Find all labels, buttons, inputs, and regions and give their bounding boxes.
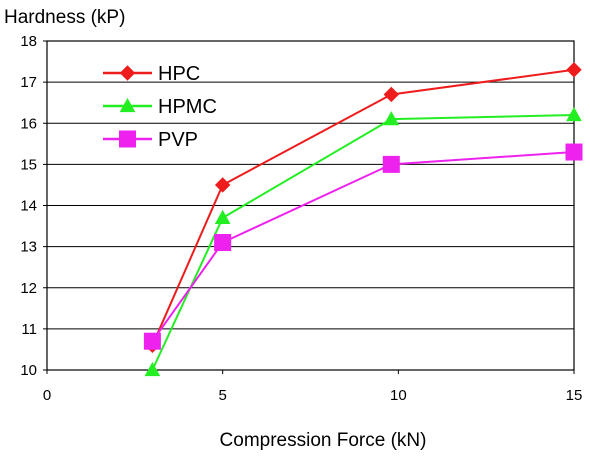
legend-label: HPMC bbox=[158, 96, 217, 118]
x-axis-ticks: 0 5 10 15 bbox=[43, 370, 583, 404]
legend-label: PVP bbox=[158, 129, 198, 151]
series-line bbox=[151, 151, 575, 342]
gridlines bbox=[47, 40, 574, 371]
legend-item-hpmc: HPMC bbox=[103, 96, 217, 118]
series-pvp bbox=[143, 143, 583, 350]
y-tick-label: 11 bbox=[21, 321, 37, 338]
data-point bbox=[119, 130, 136, 148]
series-line bbox=[151, 114, 575, 371]
data-point bbox=[565, 143, 583, 161]
series-lines bbox=[143, 62, 583, 377]
data-point bbox=[119, 65, 136, 81]
x-tick-label: 10 bbox=[390, 387, 407, 404]
y-tick-label: 17 bbox=[20, 74, 37, 91]
y-tick-label: 13 bbox=[20, 239, 37, 256]
y-axis-ticks: 10 11 12 13 14 15 16 17 18 bbox=[20, 33, 47, 379]
y-tick-label: 12 bbox=[20, 280, 37, 297]
data-point bbox=[214, 177, 231, 193]
data-point bbox=[143, 332, 161, 350]
y-axis-title: Hardness (kP) bbox=[4, 7, 125, 28]
x-axis-title: Compression Force (kN) bbox=[220, 430, 427, 451]
y-tick-label: 18 bbox=[20, 33, 37, 50]
legend: HPC HPMC PVP bbox=[103, 63, 217, 151]
data-point bbox=[214, 234, 232, 252]
data-point bbox=[214, 209, 231, 224]
data-point bbox=[383, 111, 400, 126]
legend-item-hpc: HPC bbox=[103, 63, 200, 85]
data-point bbox=[566, 62, 582, 78]
x-tick-label: 15 bbox=[566, 387, 583, 404]
series-line bbox=[151, 68, 575, 346]
legend-label: HPC bbox=[158, 63, 200, 85]
y-tick-label: 14 bbox=[20, 198, 37, 215]
legend-item-pvp: PVP bbox=[103, 129, 198, 151]
y-tick-label: 10 bbox=[20, 362, 37, 379]
y-tick-label: 15 bbox=[20, 156, 37, 173]
data-point bbox=[144, 361, 161, 377]
x-tick-label: 5 bbox=[218, 387, 226, 404]
series-hpmc bbox=[144, 106, 582, 377]
data-point bbox=[119, 97, 136, 113]
x-tick-label: 0 bbox=[43, 387, 51, 404]
data-point bbox=[383, 86, 400, 103]
data-point bbox=[566, 106, 582, 122]
y-tick-label: 16 bbox=[20, 115, 37, 132]
data-point bbox=[382, 155, 400, 173]
